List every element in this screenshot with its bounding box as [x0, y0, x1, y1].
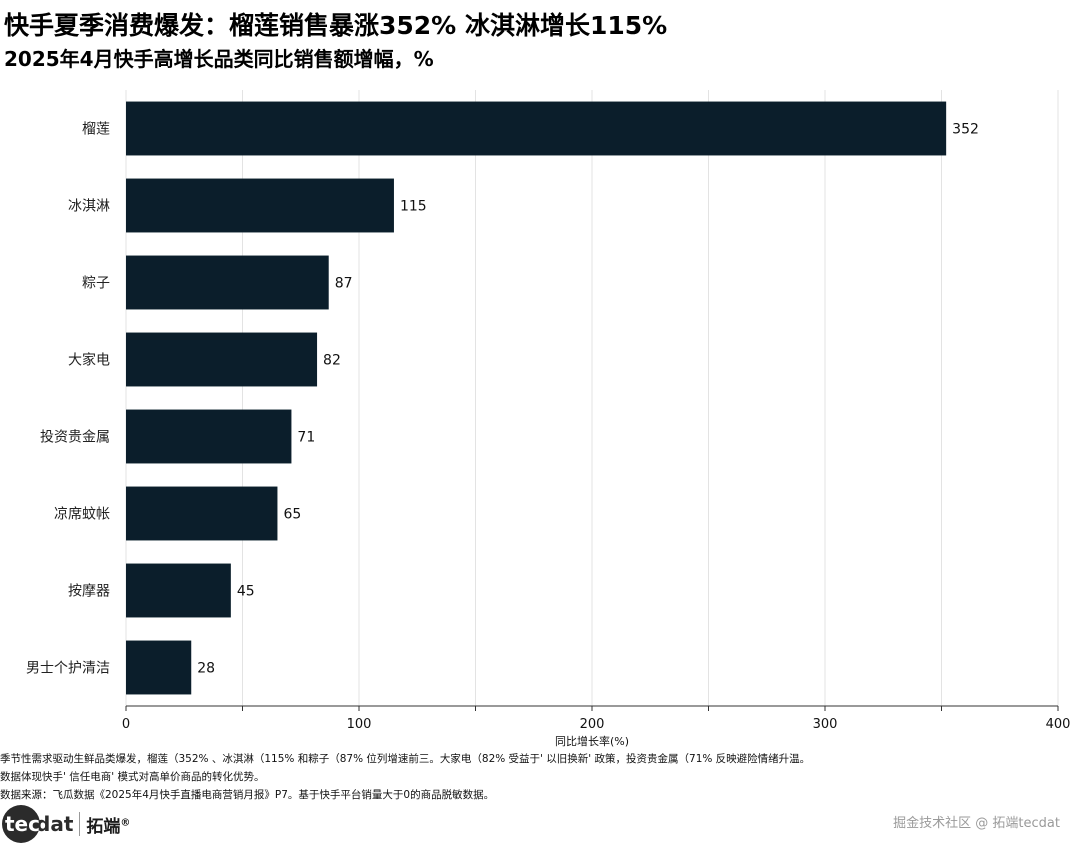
category-label: 凉席蚊帐 — [54, 507, 110, 523]
x-tick-label: 400 — [1046, 717, 1071, 732]
note-line-3: 数据来源：飞瓜数据《2025年4月快手直播电商营销月报》P7。基于快手平台销量大… — [0, 789, 495, 801]
x-tick-label: 0 — [122, 717, 130, 732]
bar — [126, 640, 192, 695]
logo-divider — [79, 812, 81, 836]
value-label: 115 — [400, 199, 427, 215]
category-label: 大家电 — [68, 352, 110, 369]
value-label: 28 — [197, 661, 215, 677]
x-axis-label: 同比增长率(%) — [555, 734, 629, 748]
logo-chinese: 拓端® — [86, 816, 131, 837]
x-tick-label: 200 — [580, 717, 605, 732]
value-label: 65 — [283, 507, 301, 523]
value-label: 71 — [297, 430, 315, 446]
bar — [126, 563, 231, 618]
note-line-2: 数据体现快手' 信任电商' 模式对高单价商品的转化优势。 — [0, 771, 265, 783]
value-label: 82 — [323, 353, 341, 369]
logo-text: dat — [36, 812, 74, 836]
bar — [126, 332, 318, 387]
bar — [126, 255, 329, 310]
category-label: 男士个护清洁 — [26, 661, 110, 677]
category-label: 按摩器 — [68, 583, 110, 600]
category-label: 榴莲 — [82, 122, 110, 138]
category-label: 冰淇淋 — [68, 199, 110, 215]
brand-logo: tec dat 拓端® — [2, 805, 131, 843]
chart-subtitle: 2025年4月快手高增长品类同比销售额增幅，% — [4, 47, 434, 71]
value-label: 87 — [335, 276, 353, 292]
watermark: 掘金技术社区 @ 拓端tecdat — [893, 816, 1060, 831]
note-line-1: 季节性需求驱动生鲜品类爆发，榴莲（352% 、冰淇淋（115% 和粽子（87% … — [0, 753, 811, 765]
value-label: 45 — [237, 584, 255, 600]
bar — [126, 178, 394, 233]
bar — [126, 101, 947, 156]
category-label: 投资贵金属 — [40, 430, 110, 446]
logo-badge: tec — [2, 805, 40, 843]
x-tick-label: 100 — [347, 717, 372, 732]
category-label: 粽子 — [82, 276, 110, 292]
chart-notes: 季节性需求驱动生鲜品类爆发，榴莲（352% 、冰淇淋（115% 和粽子（87% … — [0, 750, 810, 804]
bar — [126, 409, 292, 464]
value-label: 352 — [952, 122, 979, 138]
x-tick-label: 300 — [813, 717, 838, 732]
bar — [126, 486, 278, 541]
chart-title: 快手夏季消费爆发：榴莲销售暴涨352% 冰淇淋增长115% — [4, 11, 668, 40]
